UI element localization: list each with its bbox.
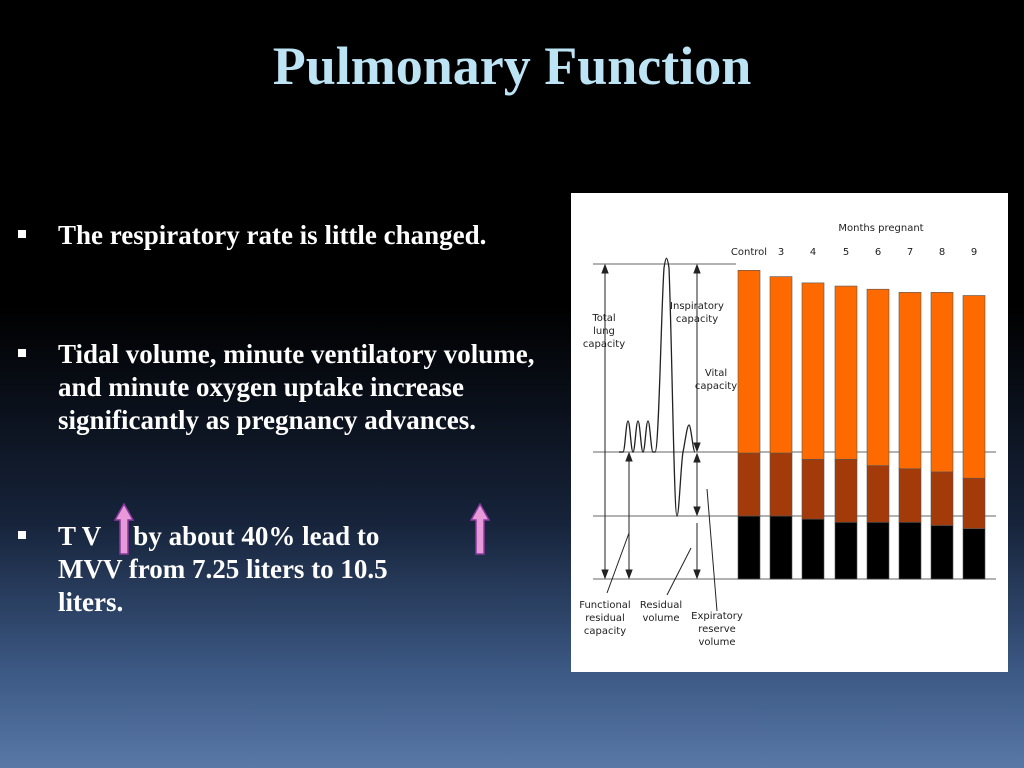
months-pregnant-header: Months pregnant [838,223,923,234]
bar-inspiratory-capacity [930,292,954,473]
label-inspiratory-capacity: Inspiratory capacity [670,301,724,325]
bar-residual-volume [737,515,761,580]
up-arrow-icon [470,503,490,555]
arrowhead [693,263,701,274]
bar-residual-volume [898,521,922,580]
column-label: 7 [907,247,913,258]
column-label: 3 [778,247,784,258]
bar-residual-volume [769,515,793,580]
bullet-marker [18,230,26,238]
bullet-3-line2: MVV from 7.25 liters to 10.5 [58,554,388,584]
bar-expiratory-reserve-volume [866,465,890,523]
label-vital-capacity: Vital capacity [695,368,737,392]
bar-expiratory-reserve-volume [962,477,986,529]
bar-residual-volume [801,518,825,580]
slide-title: Pulmonary Function [272,36,752,96]
bar-inspiratory-capacity [737,270,761,454]
bar-residual-volume [962,528,986,580]
erv-pointer [706,488,718,612]
bar-inspiratory-capacity [801,282,825,460]
bar-expiratory-reserve-volume [930,471,954,526]
up-arrow-icon [114,503,134,555]
bar-residual-volume [866,521,890,580]
bar-inspiratory-capacity [834,285,858,460]
bar-inspiratory-capacity [769,276,793,454]
bullet-2: Tidal volume, minute ventilatory volume,… [18,338,548,437]
column-label: 5 [843,247,849,258]
column-label: 4 [810,247,816,258]
arrowhead [625,451,633,462]
bullet-3-line3: liters. [58,587,124,617]
bullet-3: T V by about 40% lead to MVV from 7.25 li… [18,520,548,619]
arrowhead [693,506,701,517]
bullet-1: The respiratory rate is little changed. [18,219,548,252]
lung-volume-figure: Months pregnant Control 3 4 5 6 7 8 9 [571,193,1008,672]
bullet-marker [18,349,26,357]
arrowhead [693,442,701,453]
bullet-3-prefix: T V [58,521,102,551]
bullet-2-text: Tidal volume, minute ventilatory volume,… [58,339,535,435]
bar-residual-volume [834,521,858,580]
column-label: 9 [971,247,977,258]
bar-expiratory-reserve-volume [737,452,761,517]
bullet-1-text: The respiratory rate is little changed. [58,220,487,250]
bar-inspiratory-capacity [962,295,986,479]
bar-expiratory-reserve-volume [898,468,922,523]
arrowhead [601,569,609,580]
frc-pointer [606,532,630,594]
column-label: 6 [875,247,881,258]
spirometer-trace [619,257,696,517]
label-expiratory-reserve-volume: Expiratory reserve volume [691,611,743,648]
label-residual-volume: Residual volume [640,600,682,624]
label-total-lung-capacity: Total lung capacity [583,313,625,350]
arrowhead [601,263,609,274]
bar-expiratory-reserve-volume [769,452,793,517]
arrowhead [693,569,701,580]
bar-inspiratory-capacity [898,292,922,470]
bullet-marker [18,531,26,539]
label-functional-residual-capacity: Functional residual capacity [579,600,630,637]
column-label: 8 [939,247,945,258]
bullet-3-mid: by about 40% lead to [133,521,380,551]
bar-expiratory-reserve-volume [801,458,825,520]
arrowhead [625,569,633,580]
bar-inspiratory-capacity [866,288,890,466]
bullet-3-text: T V by about 40% lead to MVV from 7.25 li… [58,520,548,619]
lung-volume-diagram: Months pregnant Control 3 4 5 6 7 8 9 [579,223,996,648]
arrowhead [693,452,701,463]
column-label: Control [731,247,767,258]
bar-residual-volume [930,525,954,580]
bar-expiratory-reserve-volume [834,458,858,523]
rv-pointer [666,547,692,596]
